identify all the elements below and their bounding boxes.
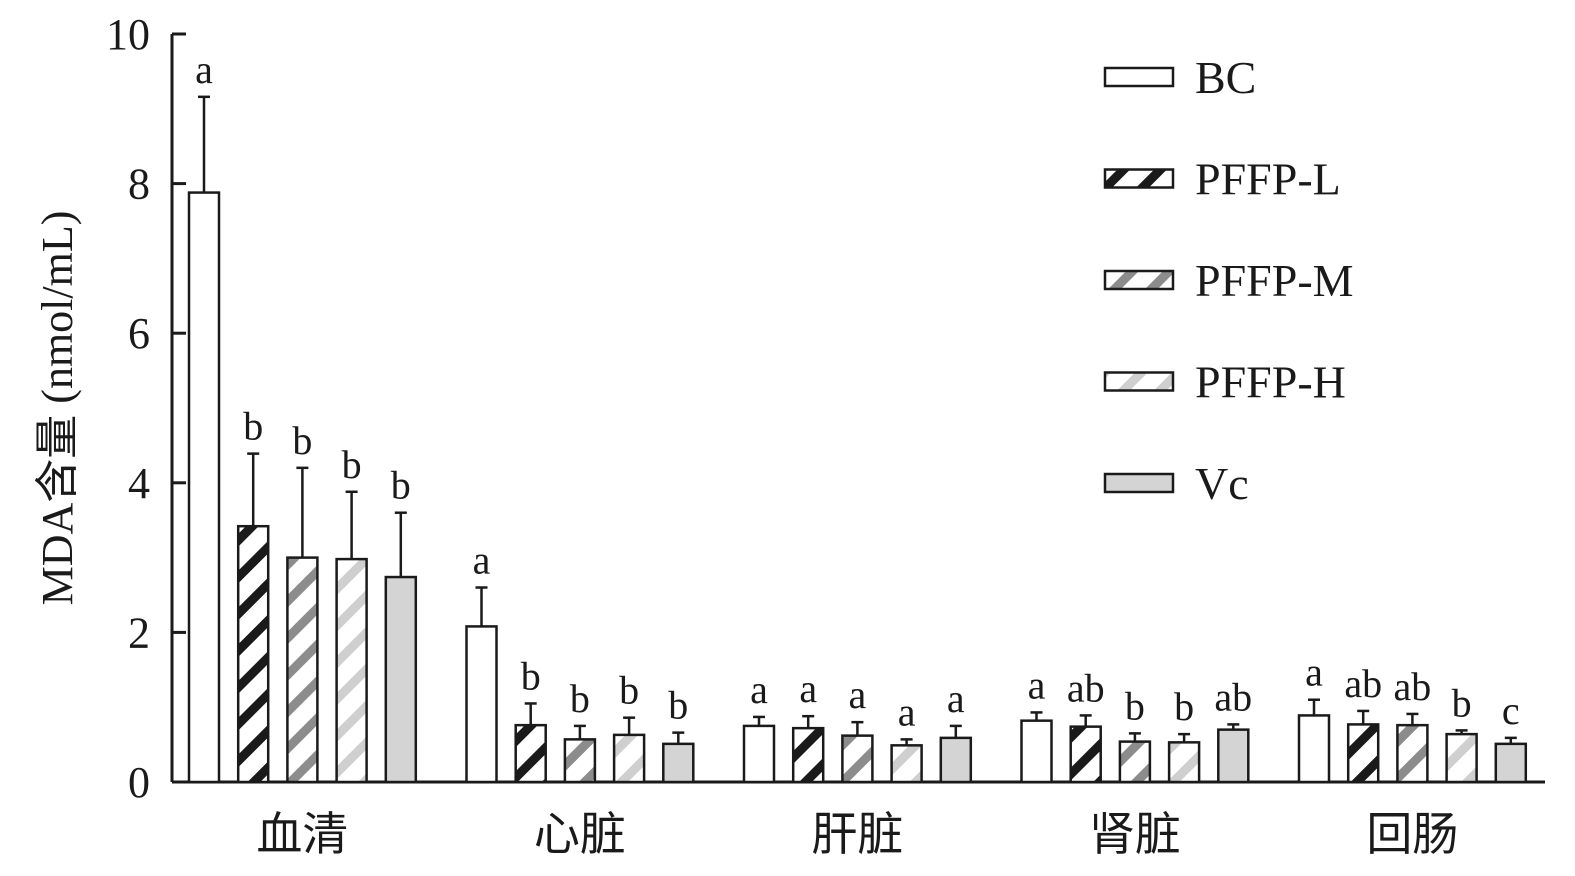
significance-label: b <box>570 676 590 721</box>
x-category-label: 血清 <box>256 809 348 860</box>
y-tick-label: 10 <box>106 10 150 59</box>
bar <box>1297 714 1331 784</box>
legend-swatch <box>1103 472 1175 494</box>
y-tick-label: 8 <box>128 160 150 209</box>
bar <box>236 524 270 784</box>
significance-label: a <box>195 47 213 92</box>
y-axis-label: MDA含量 (nmol/mL) <box>33 211 82 606</box>
significance-label: ab <box>1067 665 1105 710</box>
bar <box>1020 719 1053 784</box>
bar <box>1118 740 1152 784</box>
bar <box>465 625 498 784</box>
x-category-label: 回肠 <box>1366 809 1458 860</box>
significance-label: a <box>1305 650 1323 695</box>
bar <box>612 733 646 784</box>
bar <box>1346 723 1380 784</box>
legend-label: BC <box>1195 52 1256 103</box>
legend-label: Vc <box>1195 458 1249 509</box>
bar <box>514 723 547 784</box>
bar <box>1445 732 1478 784</box>
bar <box>286 556 319 784</box>
legend-label: PFFP-H <box>1195 357 1346 408</box>
significance-label: c <box>1502 688 1520 733</box>
bar <box>890 744 923 784</box>
bar <box>335 557 368 784</box>
significance-label: b <box>619 668 639 713</box>
y-tick-label: 0 <box>128 758 150 807</box>
bar <box>563 738 597 784</box>
significance-label: a <box>898 689 916 734</box>
significance-label: a <box>750 667 768 712</box>
bar <box>742 724 776 784</box>
bar <box>1494 742 1528 784</box>
bar <box>939 736 973 784</box>
significance-label: b <box>1125 683 1145 728</box>
legend-swatch <box>1103 66 1175 88</box>
x-category-label: 肾脏 <box>1089 809 1181 860</box>
bar <box>1396 723 1429 784</box>
bar <box>841 734 874 784</box>
bar <box>1069 725 1102 784</box>
y-tick-label: 2 <box>128 608 150 657</box>
significance-label: ab <box>1394 664 1432 709</box>
significance-label: b <box>521 653 541 698</box>
legend-swatch <box>1103 168 1175 189</box>
significance-label: b <box>1452 680 1472 725</box>
bars: ab bb bab b b b a a a a a a ab b b aba ab ab b c <box>187 47 1528 784</box>
axes: 0 2 4 6 8 10 血清 心脏 肝脏 肾脏 回肠 <box>106 10 1545 860</box>
y-tick-label: 6 <box>128 309 150 358</box>
significance-label: ab <box>1214 674 1252 719</box>
bar <box>187 191 221 784</box>
significance-label: b <box>1174 684 1194 729</box>
legend-swatch <box>1103 269 1175 291</box>
legend-swatch <box>1103 371 1175 392</box>
significance-label: b <box>292 418 312 463</box>
x-category-label: 心脏 <box>534 809 626 860</box>
x-category-label: 肝脏 <box>811 809 903 860</box>
significance-label: b <box>391 463 411 508</box>
bar <box>1217 728 1250 784</box>
significance-label: b <box>342 442 362 487</box>
legend: BC PFFP-L PFFP-M PFFP-H Vc <box>1103 52 1354 509</box>
legend-label: PFFP-L <box>1195 154 1341 205</box>
bar <box>1167 741 1201 784</box>
bar <box>662 742 695 784</box>
significance-label: a <box>799 666 817 711</box>
significance-label: b <box>668 683 688 728</box>
y-tick-label: 4 <box>128 459 150 508</box>
significance-label: b <box>243 404 263 449</box>
bar <box>384 575 418 784</box>
significance-label: a <box>1028 662 1046 707</box>
significance-label: a <box>849 672 867 717</box>
significance-label: a <box>947 676 965 721</box>
significance-label: ab <box>1344 661 1382 706</box>
significance-label: a <box>473 538 491 583</box>
legend-label: PFFP-M <box>1195 255 1354 306</box>
bar <box>791 726 825 784</box>
